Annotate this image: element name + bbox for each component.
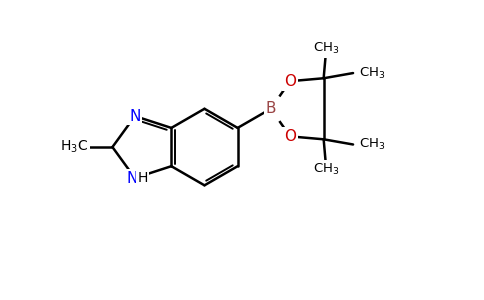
Text: B: B: [266, 101, 276, 116]
Text: $\mathregular{CH_3}$: $\mathregular{CH_3}$: [313, 161, 339, 177]
Text: $\mathregular{H_3C}$: $\mathregular{H_3C}$: [60, 139, 88, 155]
Text: $\mathregular{CH_3}$: $\mathregular{CH_3}$: [359, 65, 385, 81]
Text: H: H: [137, 171, 148, 185]
Text: $\mathregular{CH_3}$: $\mathregular{CH_3}$: [359, 137, 385, 152]
Text: N: N: [126, 170, 137, 185]
Text: $\mathregular{CH_3}$: $\mathregular{CH_3}$: [313, 41, 339, 56]
Text: N: N: [129, 109, 141, 124]
Text: O: O: [284, 74, 296, 89]
Text: O: O: [284, 129, 296, 144]
